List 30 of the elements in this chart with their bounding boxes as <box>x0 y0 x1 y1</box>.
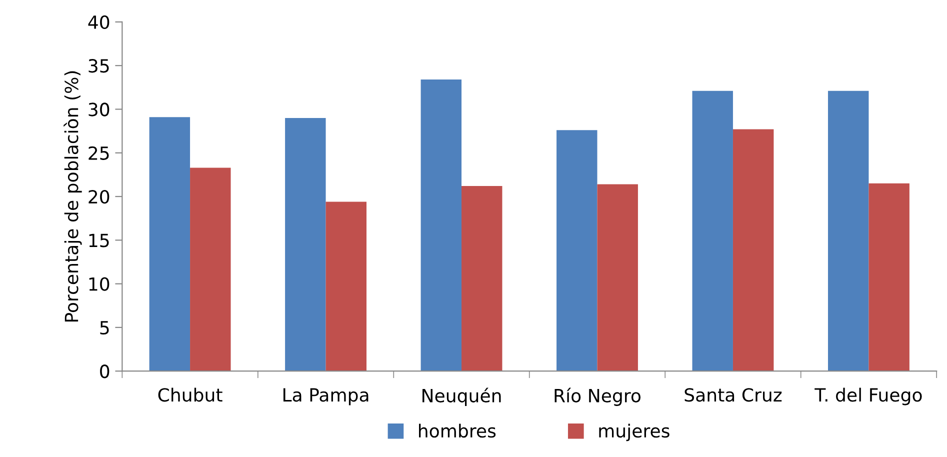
bar <box>692 90 733 372</box>
bar <box>149 117 190 372</box>
bar <box>868 183 910 372</box>
bar <box>285 118 326 372</box>
bar <box>190 168 231 372</box>
x-tick-label: La Pampa <box>283 388 368 406</box>
y-tick-label: 15 <box>89 234 109 248</box>
legend-label: mujeres <box>599 424 670 442</box>
x-tick-label: Neuquén <box>422 388 501 406</box>
legend-label: hombres <box>419 424 496 438</box>
y-tick-label: 30 <box>88 102 110 116</box>
x-tick-label: Chubut <box>158 388 222 402</box>
bar <box>420 80 462 372</box>
y-axis-title: Porcentaje de poblaciòn (%) <box>64 71 82 322</box>
bar <box>556 130 598 372</box>
y-tick-label: 25 <box>88 146 109 160</box>
bar <box>326 202 366 372</box>
bar <box>732 129 774 372</box>
bar <box>597 184 638 372</box>
y-tick-label: 10 <box>89 277 110 291</box>
bar <box>462 186 502 372</box>
bar <box>828 90 869 372</box>
y-tick-label: 35 <box>88 59 109 73</box>
y-tick-label: 40 <box>88 15 110 30</box>
y-tick-label: 20 <box>88 190 110 204</box>
x-tick-label: Río Negro <box>554 388 640 406</box>
y-tick-label: 0 <box>100 364 110 378</box>
x-tick-label: T. del Fuego <box>814 388 922 406</box>
y-tick-label: 5 <box>100 321 109 335</box>
x-tick-label: Santa Cruz <box>684 388 782 402</box>
